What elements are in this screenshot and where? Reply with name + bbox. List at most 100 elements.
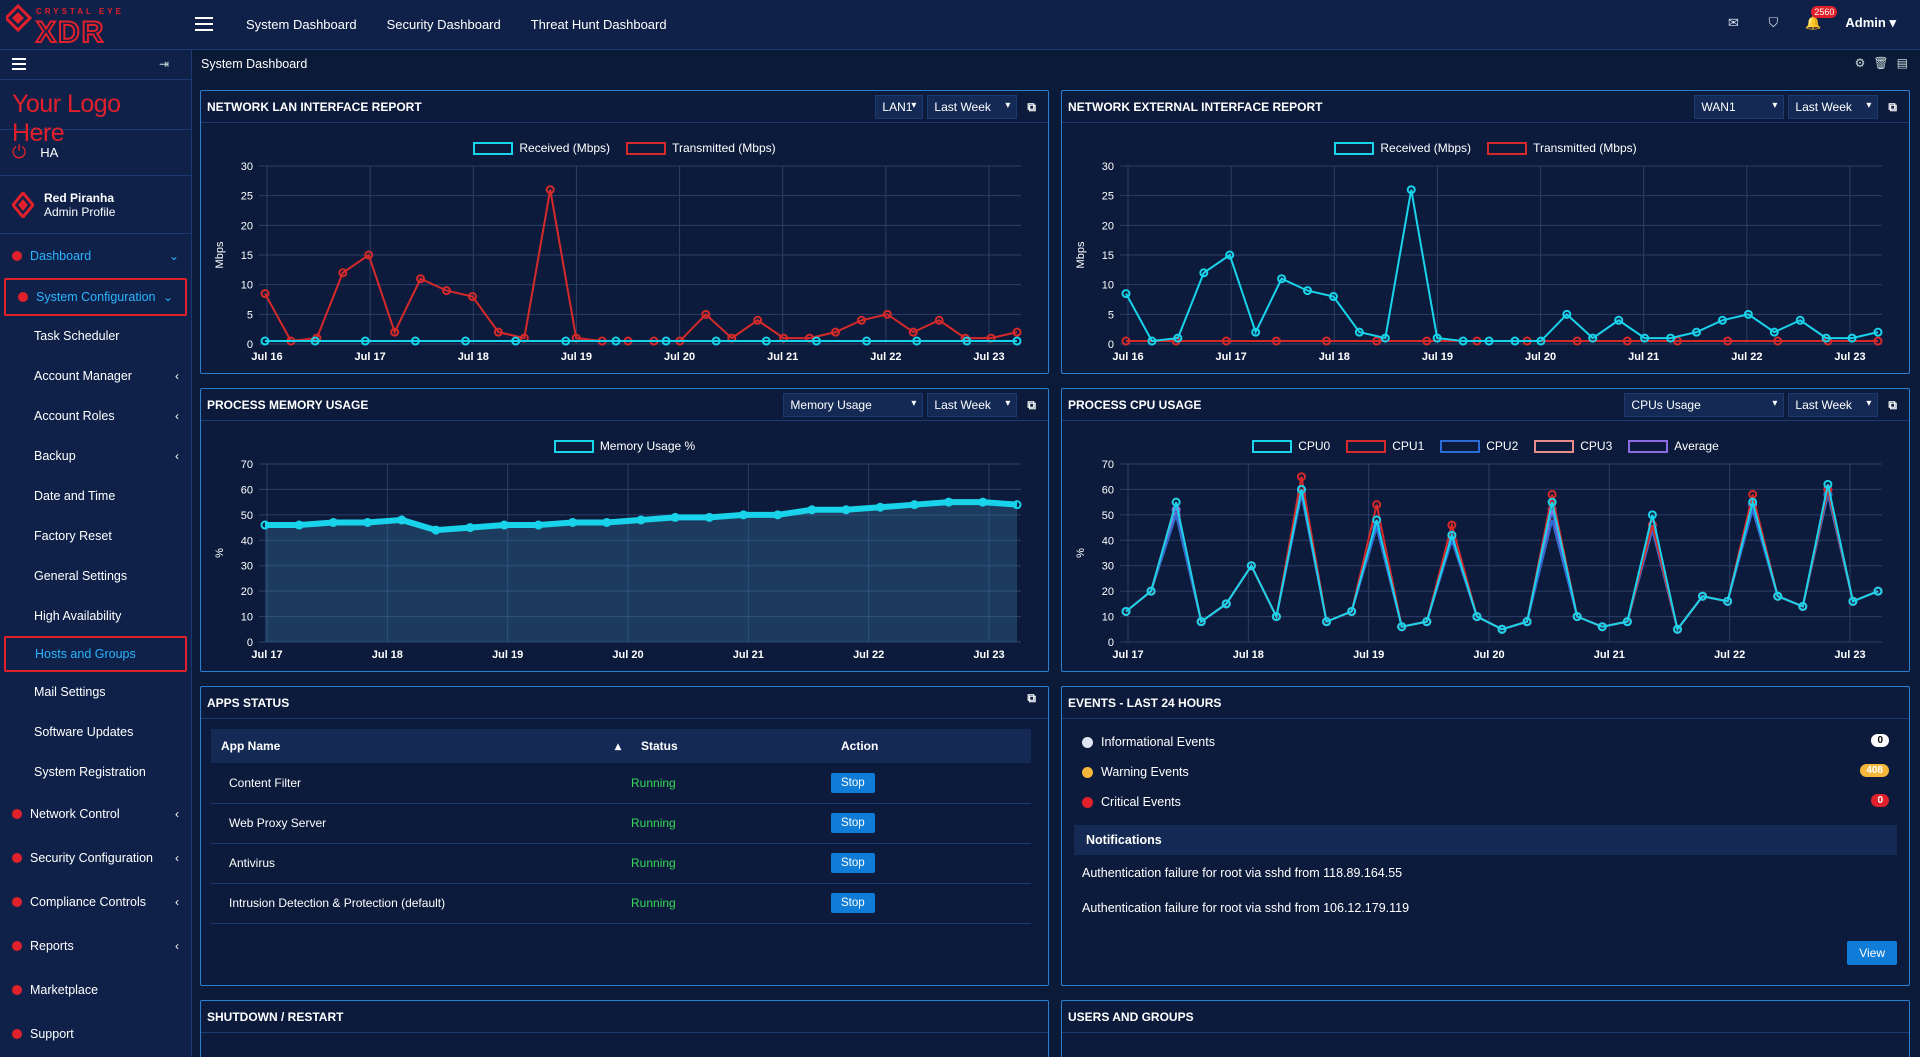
sidebar-item-compliance-controls[interactable]: Compliance Controls ‹ (0, 880, 191, 924)
sidebar-item-dashboard[interactable]: Dashboard ⌄ (0, 234, 191, 278)
sidebar-item-system-configuration[interactable]: System Configuration ⌄ (4, 278, 187, 316)
sidebar-item-system-registration[interactable]: System Registration (34, 765, 146, 779)
data-point (1547, 497, 1557, 507)
sidebar-item-reports[interactable]: Reports ‹ (0, 924, 191, 968)
app-name: Content Filter (211, 763, 631, 804)
external-link-icon[interactable]: ⧉ (1027, 99, 1036, 114)
external-link-icon[interactable]: ⧉ (1027, 397, 1036, 412)
y-tick-label: 70 (1102, 459, 1114, 471)
legend-label: CPU0 (1298, 439, 1331, 453)
x-tick-label: Jul 21 (1594, 649, 1625, 661)
notification-item[interactable]: Authentication failure for root via sshd… (1082, 900, 1410, 915)
x-tick-label: Jul 21 (767, 351, 798, 363)
legend-swatch (553, 439, 594, 453)
stop-button[interactable]: Stop (831, 813, 875, 833)
data-point (875, 502, 885, 512)
stop-button[interactable]: Stop (831, 853, 875, 873)
data-point (1146, 586, 1156, 596)
sidebar-item-network-control[interactable]: Network Control ‹ (0, 792, 191, 836)
y-tick-label: 40 (1102, 535, 1114, 547)
panel-title: PROCESS CPU USAGE (1068, 397, 1202, 412)
series-area (265, 502, 1017, 642)
bell-icon[interactable]: 🔔 2560 (1805, 6, 1838, 31)
sidebar-item-date-time[interactable]: Date and Time (34, 489, 116, 503)
profile[interactable]: Red Piranha Admin Profile (0, 176, 191, 234)
external-link-icon[interactable]: ⧉ (1888, 397, 1897, 412)
data-point (1773, 336, 1783, 346)
external-link-icon[interactable]: ⧉ (1027, 691, 1036, 705)
event-count: 0 (1871, 734, 1889, 747)
interface-select[interactable]: LAN1 (875, 95, 924, 119)
menu-toggle-icon[interactable] (195, 17, 213, 31)
shield-icon[interactable]: ⛉ (1768, 15, 1779, 30)
x-tick-label: Jul 17 (1112, 649, 1143, 661)
data-point (1536, 336, 1546, 346)
sidebar-item-software-updates[interactable]: Software Updates (34, 725, 134, 739)
sidebar-item-backup[interactable]: Backup ‹ (34, 449, 179, 463)
sidebar-item-task-scheduler[interactable]: Task Scheduler (34, 329, 120, 343)
sort-icon[interactable]: ▴ (614, 739, 621, 753)
data-point (1012, 500, 1022, 510)
range-select[interactable]: Last Week (1788, 393, 1879, 417)
x-tick-label: Jul 19 (1422, 351, 1453, 363)
range-select[interactable]: Last Week (927, 393, 1018, 417)
panel-title: NETWORK EXTERNAL INTERFACE REPORT (1068, 99, 1323, 114)
settings-icon[interactable]: ⚙ (1854, 56, 1866, 70)
sidebar-item-account-manager[interactable]: Account Manager ‹ (34, 369, 179, 383)
data-point (1510, 336, 1520, 346)
series-line (1125, 484, 1879, 632)
sidebar-item-general-settings[interactable]: General Settings (34, 569, 128, 583)
y-tick-label: 40 (241, 535, 253, 547)
data-point (753, 315, 763, 325)
nav-system-dashboard[interactable]: System Dashboard (246, 17, 357, 32)
user-menu[interactable]: Admin ▾ (1845, 15, 1896, 30)
sidebar-collapse-icon[interactable] (12, 58, 26, 73)
x-tick-label: Jul 23 (973, 649, 1004, 661)
chart-legend: Memory Usage % (201, 439, 1048, 453)
range-select[interactable]: Last Week (927, 95, 1018, 119)
stop-button[interactable]: Stop (831, 893, 875, 913)
data-point (1372, 515, 1382, 525)
range-select[interactable]: Last Week (1788, 95, 1879, 119)
book-icon[interactable]: ▤ (1896, 56, 1908, 70)
data-point (1221, 336, 1231, 346)
sidebar-item-support[interactable]: Support (0, 1012, 191, 1056)
warning-icon (1082, 766, 1093, 778)
wan-chart: Mbps 0 5 10 15 20 25 30 Jul 16 Jul 17 Jul 18 Jul 19… (1075, 161, 1883, 363)
sidebar-item-account-roles[interactable]: Account Roles ‹ (34, 409, 179, 423)
critical-icon (1082, 796, 1093, 808)
data-point (461, 336, 471, 346)
ha-status[interactable]: ⏻ HA (0, 130, 191, 176)
sidebar-item-mail-settings[interactable]: Mail Settings (34, 685, 106, 699)
metric-select[interactable]: Memory Usage (783, 393, 924, 417)
event-critical[interactable]: Critical Events 0 (1062, 787, 1909, 817)
data-point (1322, 336, 1332, 346)
sidebar-item-hosts-groups[interactable]: Hosts and Groups (4, 636, 187, 672)
trash-icon[interactable]: 🗑 (1873, 56, 1889, 70)
event-count: 408 (1860, 764, 1889, 777)
mail-icon[interactable]: ✉ (1727, 15, 1739, 30)
external-link-icon[interactable]: ⧉ (1888, 99, 1897, 114)
data-point (1588, 333, 1598, 343)
y-tick-label: 0 (247, 637, 253, 649)
event-warning[interactable]: Warning Events 408 (1062, 757, 1909, 787)
nav-security-dashboard[interactable]: Security Dashboard (386, 17, 501, 32)
stop-button[interactable]: Stop (831, 772, 875, 793)
data-point (1147, 336, 1157, 346)
legend-swatch (1487, 141, 1528, 155)
data-point (511, 336, 521, 346)
col-app-name[interactable]: App Name ▴ (211, 729, 631, 763)
sidebar-item-factory-reset[interactable]: Factory Reset (34, 529, 112, 543)
event-informational[interactable]: Informational Events 0 (1062, 727, 1909, 757)
sidebar-item-security-configuration[interactable]: Security Configuration ‹ (0, 836, 191, 880)
notification-item[interactable]: Authentication failure for root via sshd… (1082, 865, 1403, 880)
sidebar-item-marketplace[interactable]: Marketplace (0, 968, 191, 1012)
metric-select[interactable]: CPUs Usage (1624, 393, 1785, 417)
nav-threat-hunt-dashboard[interactable]: Threat Hunt Dashboard (530, 17, 667, 32)
brand-logo[interactable]: CRYSTAL EYE XDR (6, 2, 166, 48)
view-button[interactable]: View (1847, 941, 1897, 965)
y-tick-label: 60 (1102, 484, 1114, 496)
sidebar-item-high-availability[interactable]: High Availability (34, 609, 122, 623)
logout-icon[interactable]: ⇥ (158, 57, 169, 71)
interface-select[interactable]: WAN1 (1694, 95, 1785, 119)
